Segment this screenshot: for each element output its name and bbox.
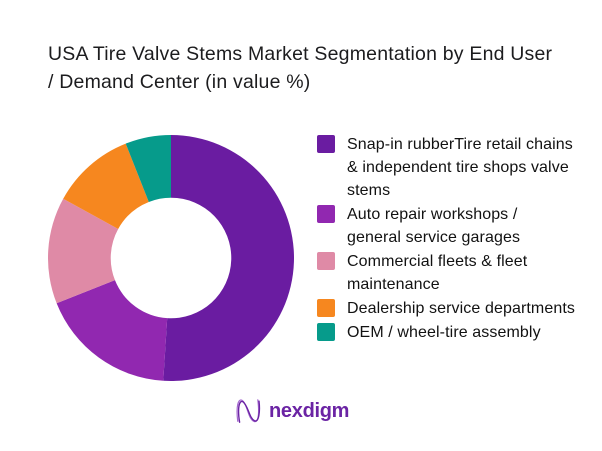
legend-swatch xyxy=(317,252,335,270)
nexdigm-logo-icon xyxy=(236,399,261,423)
chart-legend: Snap-in rubberTire retail chains & indep… xyxy=(317,133,589,345)
nexdigm-logo: nexdigm xyxy=(234,395,349,427)
donut-slice-0 xyxy=(163,135,295,381)
chart-title: USA Tire Valve Stems Market Segmentation… xyxy=(48,40,588,96)
legend-item: Dealership service departments xyxy=(317,297,589,320)
donut-slice-1 xyxy=(56,280,168,381)
legend-label: Dealership service departments xyxy=(347,300,575,317)
legend-swatch xyxy=(317,135,335,153)
legend-label: Snap-in rubberTire retail chains & indep… xyxy=(347,136,573,199)
donut-slice-3 xyxy=(63,143,149,229)
donut-chart-svg xyxy=(48,135,295,381)
legend-swatch xyxy=(317,323,335,341)
nexdigm-logo-text: nexdigm xyxy=(269,399,350,422)
legend-label: OEM / wheel-tire assembly xyxy=(347,324,541,341)
chart-title-line-2: / Demand Center (in value %) xyxy=(48,71,311,93)
legend-item: Auto repair workshops / general service … xyxy=(317,203,589,249)
legend-label: Auto repair workshops / general service … xyxy=(347,206,521,246)
legend-item: OEM / wheel-tire assembly xyxy=(317,321,589,344)
legend-item: Commercial fleets & fleet maintenance xyxy=(317,250,589,296)
legend-swatch xyxy=(317,205,335,223)
chart-title-line-1: USA Tire Valve Stems Market Segmentation… xyxy=(48,43,553,65)
donut-slice-2 xyxy=(48,198,119,304)
donut-chart xyxy=(48,135,295,381)
legend-swatch xyxy=(317,299,335,317)
donut-slice-4 xyxy=(125,135,171,202)
legend-label: Commercial fleets & fleet maintenance xyxy=(347,253,528,293)
legend-item: Snap-in rubberTire retail chains & indep… xyxy=(317,133,589,202)
